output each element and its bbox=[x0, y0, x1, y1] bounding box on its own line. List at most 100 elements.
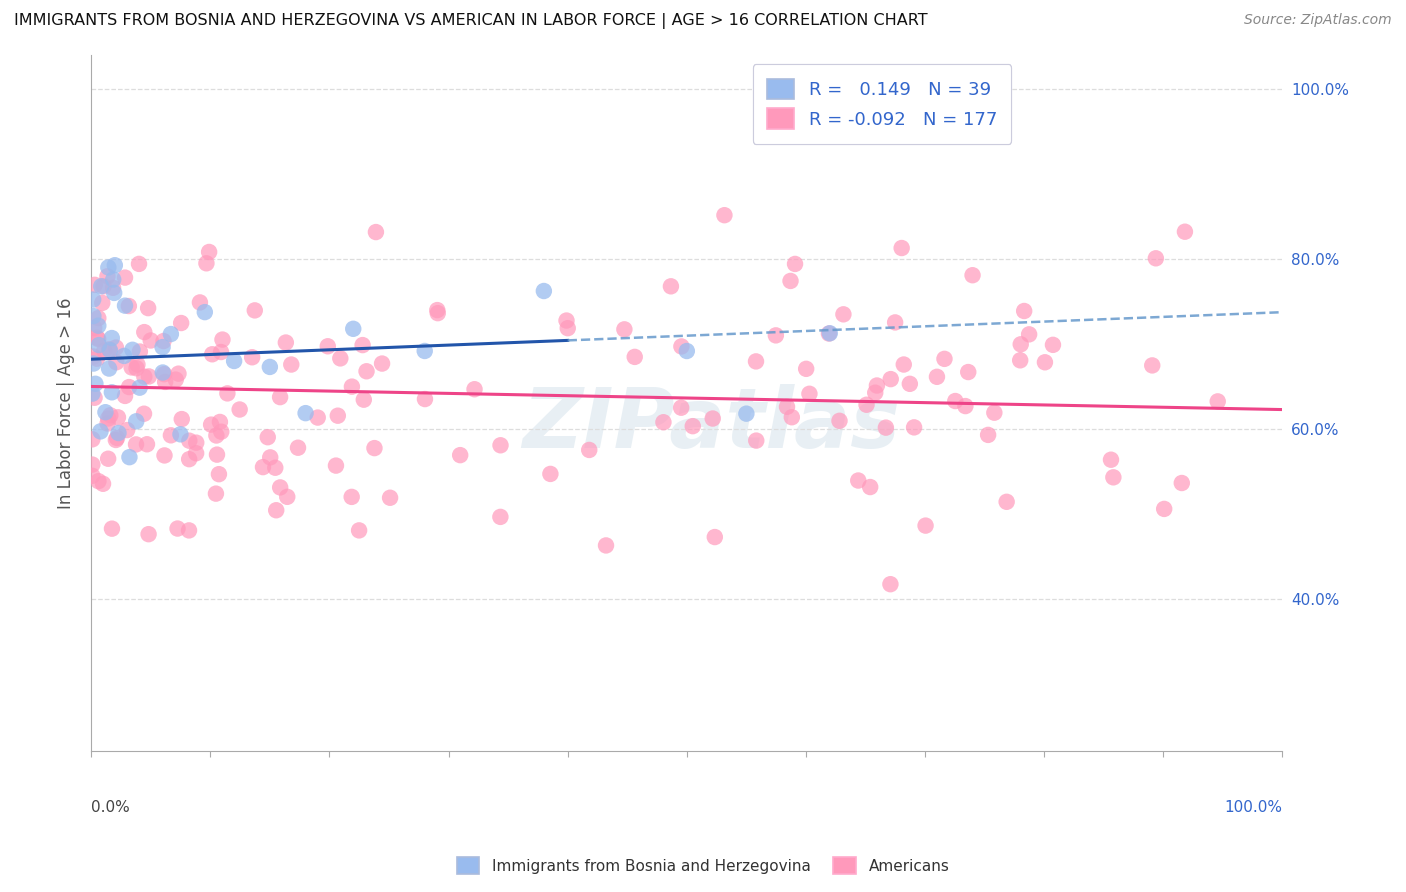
Point bbox=[132, 407, 155, 421]
Text: IMMIGRANTS FROM BOSNIA AND HERZEGOVINA VS AMERICAN IN LABOR FORCE | AGE > 16 COR: IMMIGRANTS FROM BOSNIA AND HERZEGOVINA V… bbox=[14, 13, 928, 29]
Text: 0.0%: 0.0% bbox=[91, 800, 129, 815]
Point bbox=[828, 414, 851, 428]
Point bbox=[1206, 394, 1229, 409]
Point bbox=[464, 382, 486, 396]
Point bbox=[533, 284, 555, 298]
Point bbox=[1010, 353, 1032, 368]
Point bbox=[578, 442, 600, 457]
Point bbox=[87, 318, 110, 333]
Point bbox=[340, 490, 363, 504]
Point bbox=[82, 309, 104, 323]
Point bbox=[118, 299, 141, 313]
Point bbox=[426, 303, 449, 318]
Point bbox=[898, 376, 921, 391]
Point bbox=[82, 293, 104, 307]
Text: ZIPatlas: ZIPatlas bbox=[522, 384, 900, 465]
Point bbox=[194, 305, 217, 319]
Point bbox=[269, 480, 291, 494]
Point bbox=[776, 400, 799, 414]
Point bbox=[94, 405, 117, 419]
Point bbox=[1142, 359, 1164, 373]
Point bbox=[903, 420, 925, 434]
Point bbox=[165, 373, 187, 387]
Text: 100.0%: 100.0% bbox=[1225, 800, 1282, 815]
Point bbox=[995, 495, 1018, 509]
Point bbox=[105, 431, 128, 445]
Point bbox=[104, 433, 127, 447]
Point bbox=[363, 441, 385, 455]
Point bbox=[1010, 337, 1032, 351]
Point bbox=[1153, 502, 1175, 516]
Point bbox=[342, 322, 364, 336]
Point bbox=[228, 402, 250, 417]
Point bbox=[671, 339, 693, 353]
Point bbox=[153, 368, 176, 382]
Point bbox=[1018, 327, 1040, 342]
Point bbox=[426, 306, 449, 320]
Point bbox=[170, 412, 193, 426]
Point bbox=[353, 392, 375, 407]
Point bbox=[169, 427, 191, 442]
Point bbox=[1033, 355, 1056, 369]
Point bbox=[103, 272, 125, 286]
Point bbox=[128, 381, 150, 395]
Point bbox=[186, 435, 208, 450]
Point bbox=[356, 364, 378, 378]
Point bbox=[669, 401, 692, 415]
Point bbox=[97, 260, 120, 275]
Point bbox=[325, 458, 347, 473]
Point bbox=[1102, 470, 1125, 484]
Point bbox=[114, 270, 136, 285]
Point bbox=[82, 433, 104, 447]
Point bbox=[1012, 304, 1035, 318]
Point bbox=[138, 527, 160, 541]
Point bbox=[134, 325, 156, 339]
Point bbox=[287, 441, 309, 455]
Point bbox=[364, 225, 387, 239]
Point bbox=[880, 372, 903, 386]
Point bbox=[82, 458, 104, 472]
Point bbox=[224, 354, 246, 368]
Point bbox=[153, 449, 176, 463]
Point bbox=[875, 420, 897, 434]
Point bbox=[97, 411, 120, 425]
Point bbox=[114, 299, 136, 313]
Point bbox=[703, 530, 725, 544]
Point bbox=[413, 392, 436, 406]
Point bbox=[97, 451, 120, 466]
Point bbox=[211, 333, 233, 347]
Point bbox=[955, 399, 977, 413]
Point bbox=[1099, 452, 1122, 467]
Point bbox=[107, 425, 129, 440]
Point bbox=[652, 415, 675, 429]
Point bbox=[682, 419, 704, 434]
Point bbox=[316, 339, 339, 353]
Point bbox=[890, 241, 912, 255]
Point bbox=[413, 343, 436, 358]
Point bbox=[128, 257, 150, 271]
Point bbox=[252, 460, 274, 475]
Point bbox=[799, 386, 821, 401]
Point bbox=[101, 331, 124, 345]
Point bbox=[280, 358, 302, 372]
Point bbox=[264, 460, 287, 475]
Point bbox=[152, 340, 174, 354]
Point bbox=[139, 334, 162, 348]
Point bbox=[152, 366, 174, 380]
Point bbox=[83, 357, 105, 371]
Point bbox=[893, 358, 915, 372]
Point bbox=[103, 285, 125, 300]
Point bbox=[489, 438, 512, 452]
Point bbox=[160, 428, 183, 442]
Point bbox=[925, 369, 948, 384]
Legend: Immigrants from Bosnia and Herzegovina, Americans: Immigrants from Bosnia and Herzegovina, … bbox=[450, 851, 956, 880]
Point bbox=[107, 410, 129, 425]
Point bbox=[105, 355, 128, 369]
Point bbox=[449, 448, 471, 462]
Point bbox=[112, 349, 135, 363]
Point bbox=[879, 577, 901, 591]
Point bbox=[326, 409, 349, 423]
Point bbox=[555, 313, 578, 327]
Point bbox=[101, 281, 124, 295]
Point bbox=[983, 406, 1005, 420]
